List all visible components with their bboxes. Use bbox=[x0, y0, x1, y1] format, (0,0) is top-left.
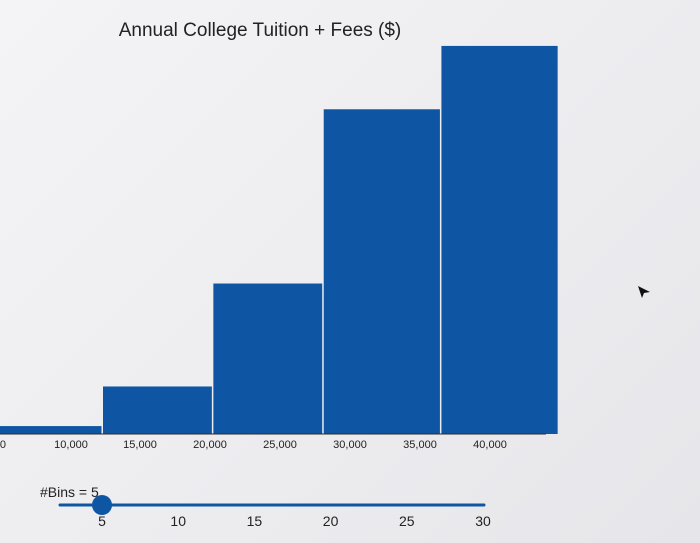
histogram-bar bbox=[103, 386, 212, 434]
mouse-cursor-icon bbox=[638, 286, 650, 298]
x-tick-label: 15,000 bbox=[123, 439, 157, 451]
histogram-bar bbox=[323, 109, 440, 434]
histogram-bar bbox=[0, 426, 102, 434]
x-tick-label: 25,000 bbox=[263, 439, 297, 451]
x-tick-label: 30,000 bbox=[333, 439, 367, 451]
slider-tick-label: 20 bbox=[323, 513, 339, 529]
slider-tick-label: 30 bbox=[475, 513, 491, 529]
slider-tick-label: 15 bbox=[247, 513, 263, 529]
x-tick-label: 20,000 bbox=[193, 439, 227, 451]
bins-label: #Bins = 5 bbox=[40, 484, 99, 500]
histogram-bar bbox=[213, 283, 323, 434]
slider-handle[interactable] bbox=[92, 495, 112, 515]
slider-tick-label: 25 bbox=[399, 513, 415, 529]
x-tick-label: 35,000 bbox=[403, 439, 437, 451]
slider-tick-labels: 5 10 15 20 25 30 bbox=[98, 513, 491, 529]
x-tick-label: 10,000 bbox=[54, 439, 88, 451]
bars-group bbox=[0, 45, 558, 435]
x-tick-label: 40,000 bbox=[473, 439, 507, 451]
x-tick-labels: 000 10,000 15,000 20,000 25,000 30,000 35,000 4… bbox=[0, 439, 507, 451]
x-tick-label: 000 bbox=[0, 439, 6, 451]
slider-tick-label: 5 bbox=[98, 513, 106, 529]
histogram-bar bbox=[441, 45, 558, 435]
slider-tick-label: 10 bbox=[170, 513, 186, 529]
chart-title: Annual College Tuition + Fees ($) bbox=[119, 20, 402, 41]
